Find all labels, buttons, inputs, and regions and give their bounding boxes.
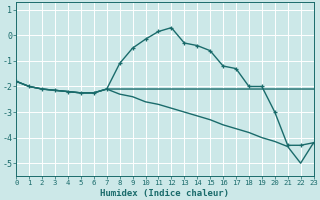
X-axis label: Humidex (Indice chaleur): Humidex (Indice chaleur) xyxy=(100,189,229,198)
